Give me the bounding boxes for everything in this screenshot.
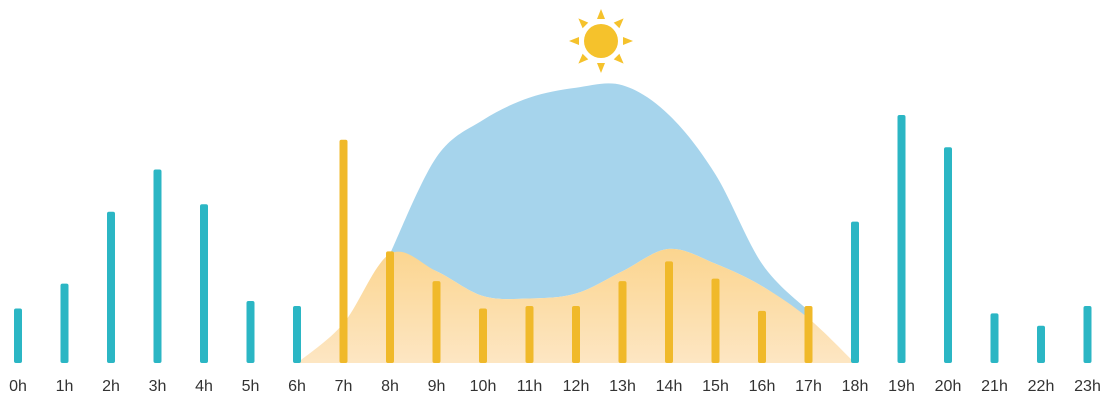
sun-ray — [597, 9, 605, 19]
bar-1h — [60, 283, 69, 363]
bar-23h — [1083, 305, 1092, 363]
tick-label-6h: 6h — [288, 378, 306, 395]
bar-9h — [432, 281, 441, 363]
sun-disc — [584, 24, 618, 58]
bar-20h — [944, 147, 952, 363]
tick-label-12h: 12h — [563, 378, 590, 395]
bar-4h — [200, 204, 208, 363]
tick-label-16h: 16h — [749, 378, 776, 395]
bar-7h — [339, 139, 348, 363]
bar-14h — [665, 261, 673, 363]
sun-ray — [569, 37, 579, 45]
tick-label-23h: 23h — [1074, 378, 1101, 395]
bar-5h — [246, 301, 255, 363]
bar-17h — [804, 305, 813, 363]
bar-3h — [153, 169, 162, 363]
tick-label-2h: 2h — [102, 378, 120, 395]
tick-label-1h: 1h — [56, 378, 74, 395]
bar-0h — [14, 308, 22, 363]
sun-ray — [578, 53, 589, 64]
sun-ray — [597, 63, 605, 73]
bar-18h — [851, 221, 859, 363]
bar-13h — [618, 281, 627, 363]
tick-label-7h: 7h — [335, 378, 353, 395]
daylight-area-shape — [390, 83, 809, 319]
tick-label-18h: 18h — [842, 378, 869, 395]
tick-label-5h: 5h — [242, 378, 260, 395]
tick-label-8h: 8h — [381, 378, 399, 395]
bar-22h — [1037, 325, 1045, 363]
bar-series — [14, 115, 1092, 363]
tick-label-13h: 13h — [609, 378, 636, 395]
bar-2h — [107, 211, 115, 363]
sun-ray — [613, 53, 624, 64]
tick-label-3h: 3h — [149, 378, 167, 395]
tick-label-11h: 11h — [517, 378, 543, 395]
daylight-area — [390, 83, 809, 319]
bar-8h — [386, 251, 394, 363]
bar-15h — [711, 278, 720, 363]
bar-6h — [293, 305, 301, 363]
bar-16h — [758, 310, 766, 363]
tick-label-17h: 17h — [795, 378, 822, 395]
tick-label-21h: 21h — [981, 378, 1008, 395]
tick-label-19h: 19h — [888, 378, 915, 395]
tick-label-9h: 9h — [428, 378, 446, 395]
sun-icon — [569, 9, 633, 73]
tick-label-15h: 15h — [702, 378, 729, 395]
tick-label-22h: 22h — [1028, 378, 1055, 395]
bar-11h — [525, 305, 534, 363]
bar-12h — [572, 305, 580, 363]
bar-10h — [479, 308, 487, 363]
sun-ray — [578, 18, 589, 29]
bar-19h — [897, 115, 906, 363]
tick-label-20h: 20h — [935, 378, 962, 395]
bar-21h — [990, 313, 999, 363]
tick-label-4h: 4h — [195, 378, 213, 395]
sun-ray — [613, 18, 624, 29]
tick-label-10h: 10h — [470, 378, 497, 395]
tick-label-0h: 0h — [9, 378, 27, 395]
sun-ray — [623, 37, 633, 45]
x-axis-ticks: 0h 1h 2h 3h 4h 5h 6h 7h 8h 9h 10h 11h 12h 13h 14h 15h 16… — [9, 378, 1101, 395]
tick-label-14h: 14h — [656, 378, 683, 395]
